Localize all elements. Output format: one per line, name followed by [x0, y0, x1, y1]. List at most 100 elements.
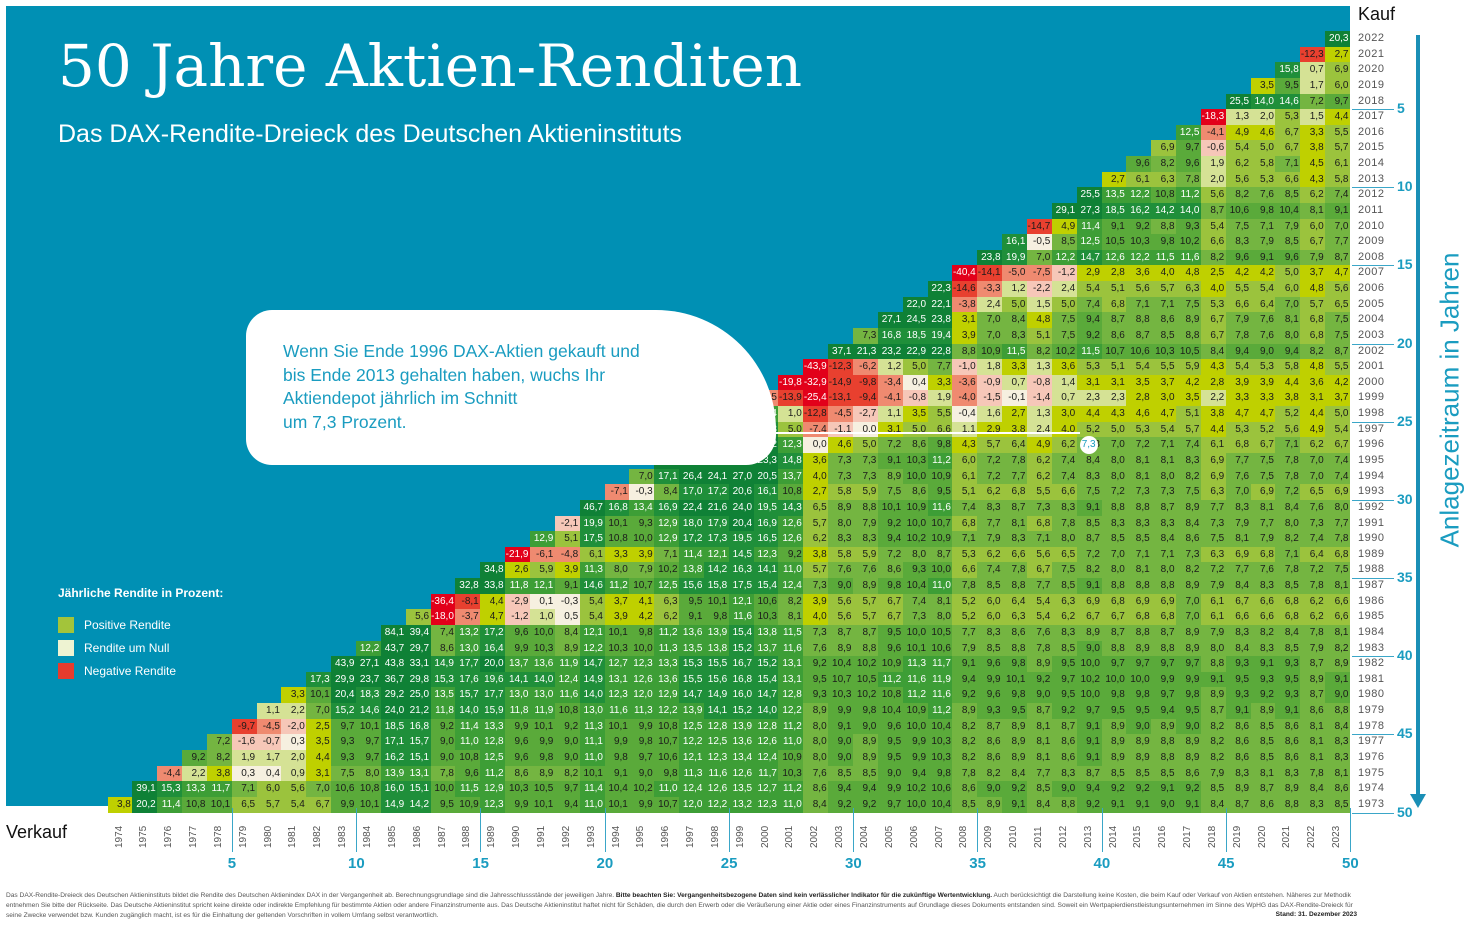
return-cell: 5,1: [1101, 359, 1127, 376]
return-cell: 2,3: [1101, 390, 1127, 407]
return-cell: 29,8: [405, 671, 432, 688]
return-cell: 11,6: [927, 687, 953, 704]
return-cell: 9,4: [554, 796, 581, 813]
return-cell: 9,7: [1101, 656, 1127, 673]
return-cell: 10,4: [877, 703, 904, 720]
return-cell: 4,8: [1026, 312, 1053, 329]
period-tick: [1352, 265, 1394, 267]
return-cell: 6,2: [803, 531, 829, 548]
return-cell: 4,6: [828, 437, 854, 454]
highlight-marker: 7,3: [1079, 436, 1098, 455]
return-cell: 7,8: [1026, 640, 1053, 657]
return-cell: 10,7: [828, 671, 854, 688]
return-cell: 11,6: [703, 765, 730, 782]
return-cell: 3,0: [1151, 390, 1177, 407]
return-cell: 9,9: [977, 671, 1003, 688]
return-cell: 8,9: [1002, 734, 1028, 751]
return-cell: 10,0: [902, 468, 929, 485]
return-cell: 7,7: [1200, 499, 1227, 517]
period-tick: [1101, 808, 1103, 852]
return-cell: 5,4: [1076, 281, 1102, 298]
return-cell: 3,1: [306, 765, 332, 782]
return-cell: 13,9: [728, 718, 755, 735]
return-cell: 8,0: [803, 734, 829, 751]
return-cell: 11,6: [902, 671, 929, 688]
return-cell: 16,8: [604, 499, 630, 517]
return-cell: 9,5: [877, 624, 904, 642]
return-cell: 5,6: [1126, 281, 1152, 298]
return-cell: 9,0: [1176, 718, 1202, 735]
return-cell: 6,6: [1002, 546, 1028, 563]
period-tick: [1350, 808, 1351, 852]
return-cell: 12,6: [728, 765, 755, 782]
return-cell: 8,3: [1176, 453, 1202, 470]
return-cell: 2,2: [182, 765, 208, 782]
return-cell: 9,7: [356, 734, 382, 751]
return-cell: 5,5: [1325, 124, 1351, 141]
kauf-year-label: 1984: [1358, 625, 1385, 638]
return-cell: 1,7: [256, 749, 282, 767]
verkauf-year-label: 2012: [1057, 825, 1069, 848]
return-cell: 9,9: [629, 796, 655, 813]
return-cell: 8,9: [1176, 624, 1202, 642]
return-cell: 4,9: [1300, 421, 1326, 438]
return-cell: 5,2: [1076, 421, 1102, 438]
return-cell: 9,8: [1151, 234, 1177, 251]
return-cell: 11,6: [1176, 249, 1202, 266]
kauf-year-label: 1993: [1358, 485, 1385, 498]
return-cell: -14,7: [1026, 218, 1053, 235]
return-cell: 10,0: [529, 624, 556, 642]
return-cell: 9,6: [505, 624, 531, 642]
return-cell: 8,5: [1275, 578, 1301, 595]
return-cell: 6,7: [877, 593, 904, 610]
return-cell: 6,8: [1325, 546, 1351, 563]
return-cell: 7,2: [1126, 437, 1152, 454]
return-cell: 9,2: [853, 796, 879, 813]
return-cell: 19,4: [927, 327, 953, 345]
return-cell: 7,1: [231, 781, 258, 798]
return-cell: 2,4: [1026, 421, 1053, 438]
return-cell: 4,2: [629, 609, 655, 626]
return-cell: 7,6: [1250, 187, 1276, 204]
return-cell: 11,7: [927, 656, 953, 673]
return-cell: 0,4: [902, 374, 929, 391]
return-cell: 8,8: [952, 343, 978, 360]
return-cell: 9,3: [331, 734, 357, 751]
return-cell: 8,0: [1101, 453, 1127, 470]
return-cell: 18,5: [380, 718, 407, 735]
return-cell: 7,7: [1002, 468, 1028, 485]
return-cell: 8,3: [853, 531, 879, 548]
return-cell: 9,0: [1325, 687, 1351, 704]
verkauf-year-label: 2013: [1082, 825, 1094, 848]
return-cell: 4,7: [1151, 406, 1177, 423]
return-cell: -4,1: [1200, 124, 1227, 141]
verkauf-year-label: 2014: [1107, 825, 1119, 848]
return-cell: 9,1: [1250, 249, 1276, 266]
return-cell: 3,1: [1300, 390, 1326, 407]
return-cell: 8,6: [1176, 765, 1202, 782]
return-cell: -0,5: [1026, 234, 1053, 251]
return-cell: 3,9: [1250, 374, 1276, 391]
return-cell: 9,2: [1101, 781, 1127, 798]
return-cell: 8,7: [1200, 202, 1227, 220]
return-cell: 0,1: [529, 593, 556, 610]
verkauf-year-label: 1974: [113, 825, 125, 848]
neutral-swatch: [58, 639, 74, 656]
return-cell: 8,2: [1200, 749, 1227, 767]
verkauf-year-label: 1998: [709, 825, 721, 848]
return-cell: 8,1: [1126, 468, 1152, 485]
return-cell: 15,4: [728, 624, 755, 642]
return-cell: 1,1: [952, 421, 978, 438]
return-cell: 7,7: [1026, 765, 1053, 782]
return-cell: -14,9: [828, 374, 854, 391]
return-cell: 9,0: [430, 749, 456, 767]
return-cell: 9,1: [1076, 734, 1102, 751]
kauf-year-label: 2013: [1358, 172, 1385, 185]
return-cell: 5,0: [902, 421, 929, 438]
return-cell: 8,1: [1300, 718, 1326, 735]
return-cell: 9,1: [1151, 781, 1177, 798]
return-cell: 8,4: [554, 624, 581, 642]
return-cell: 43,7: [380, 640, 407, 657]
verkauf-year-label: 1982: [312, 825, 324, 848]
kauf-year-label: 1990: [1358, 532, 1385, 545]
